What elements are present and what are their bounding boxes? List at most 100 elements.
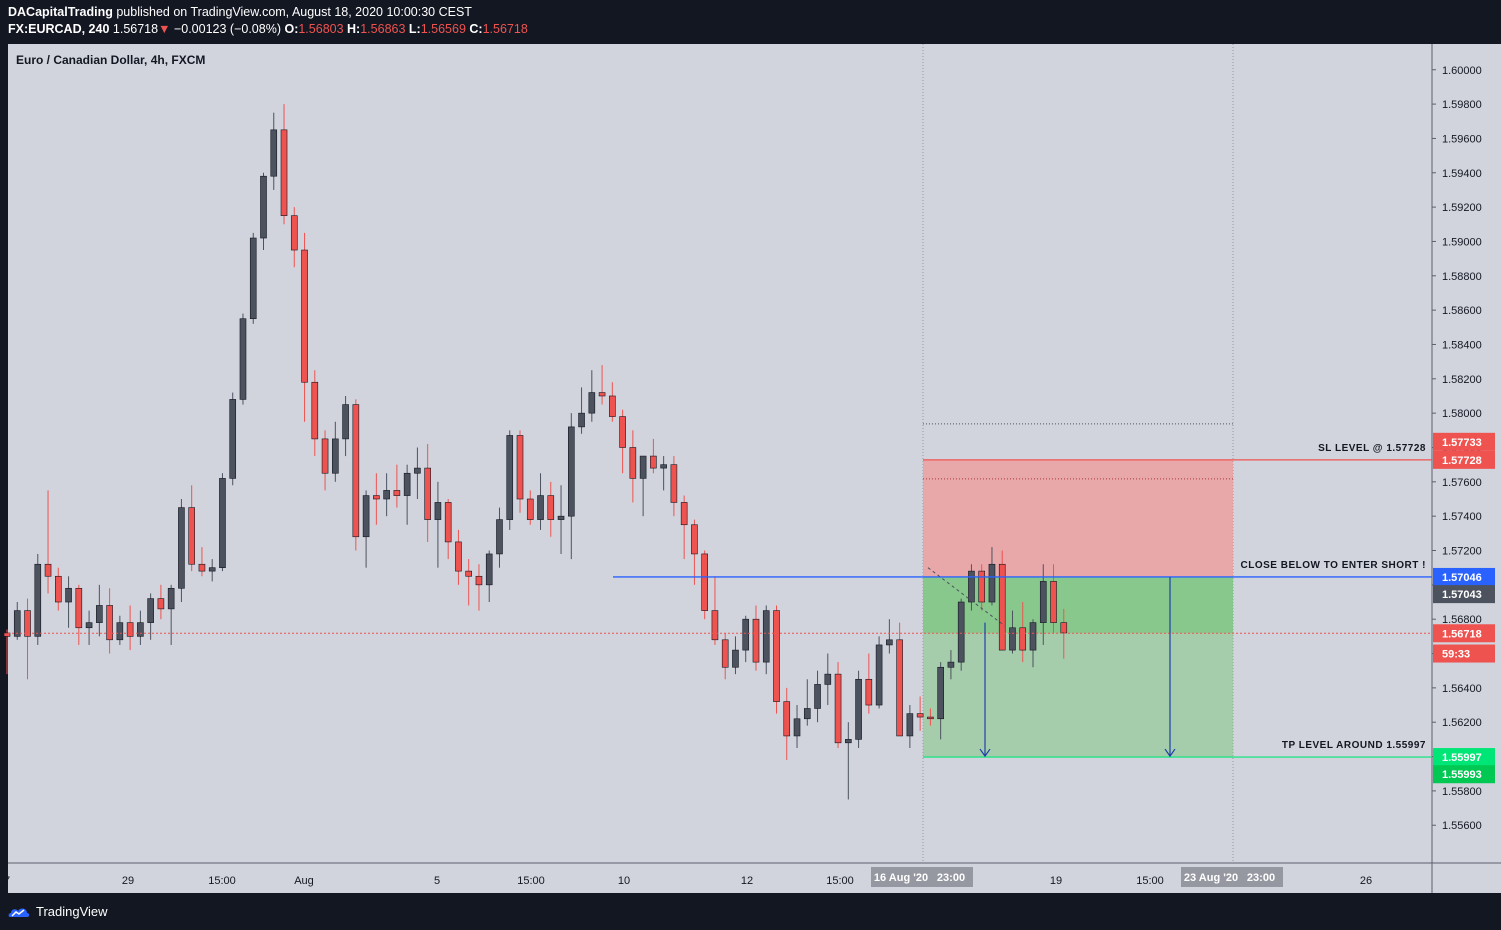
low-value: 1.56569 — [420, 22, 466, 36]
candlestick-chart[interactable]: Euro / Canadian Dollar, 4h, FXCM SL LEVE… — [0, 0, 1501, 893]
candle-body — [96, 605, 103, 623]
candle — [96, 584, 103, 637]
price-tag-box — [1433, 644, 1495, 663]
candle — [742, 615, 750, 663]
price-tick-label: 1.56200 — [1442, 717, 1482, 729]
candle-body — [126, 622, 134, 637]
time-tag-label: 23:00 — [1247, 872, 1275, 884]
candle — [588, 370, 596, 422]
candle-body — [619, 416, 626, 448]
candle — [557, 485, 565, 554]
candle — [680, 495, 688, 560]
candle-body — [270, 129, 278, 177]
candle — [373, 473, 380, 525]
footer-bar: TradingView — [0, 893, 1501, 930]
candle — [444, 499, 452, 560]
candle — [978, 564, 986, 611]
candle-body — [280, 129, 288, 216]
candle-body — [434, 502, 442, 520]
price-tick-label: 1.57600 — [1442, 477, 1482, 489]
candle — [896, 622, 903, 737]
candle-body — [3, 632, 11, 637]
candle-body — [639, 455, 647, 479]
candle — [280, 104, 288, 225]
candle-body — [24, 610, 31, 637]
candle-body — [660, 464, 667, 469]
take-profit-label: TP LEVEL AROUND 1.55997 — [1282, 740, 1426, 751]
price-tick-label: 1.59600 — [1442, 133, 1482, 145]
candle — [147, 593, 154, 640]
candle — [229, 392, 237, 486]
candle-body — [947, 661, 955, 668]
candle — [424, 444, 431, 542]
candle-body — [927, 716, 934, 720]
price-tag-label: 1.57733 — [1442, 437, 1482, 449]
candle — [783, 687, 791, 760]
candle-body — [803, 708, 811, 720]
candle — [65, 576, 72, 628]
stop-loss-label: SL LEVEL @ 1.57728 — [1318, 443, 1426, 454]
candle — [988, 547, 996, 606]
candle-body — [414, 467, 421, 474]
candle-body — [373, 495, 380, 500]
candle — [239, 313, 247, 405]
candle — [260, 172, 267, 251]
candle — [219, 473, 226, 572]
publisher-name[interactable]: DACapitalTrading — [8, 5, 113, 19]
last-price: 1.56718 — [112, 22, 159, 36]
candle-body — [219, 478, 226, 568]
candle-body — [629, 447, 637, 479]
time-tick-label: 15:00 — [1136, 875, 1164, 887]
down-triangle-icon: ▼ — [158, 22, 171, 36]
price-tag-box — [1433, 567, 1495, 586]
candle — [496, 507, 503, 568]
price-tag-label: 59:33 — [1442, 649, 1470, 661]
candle — [824, 653, 832, 706]
price-tick-label: 1.56800 — [1442, 614, 1482, 626]
candle-body — [701, 553, 708, 611]
candle — [321, 430, 329, 491]
candle-body — [680, 502, 688, 526]
candle — [485, 550, 493, 603]
candle — [434, 481, 442, 568]
candle — [352, 399, 360, 551]
candle — [301, 232, 308, 422]
candle-body — [937, 666, 944, 720]
candle-body — [13, 610, 21, 637]
candle — [188, 485, 195, 572]
candle-body — [547, 495, 555, 520]
candle-body — [773, 610, 780, 702]
open-value: 1.56803 — [298, 22, 344, 36]
candle — [865, 653, 873, 714]
candle — [455, 529, 462, 585]
candle-body — [855, 678, 862, 740]
candle — [937, 662, 944, 740]
candle — [34, 553, 42, 645]
candle — [609, 382, 616, 422]
candle-body — [496, 519, 503, 555]
price-tag-box — [1433, 432, 1495, 451]
candle-body — [742, 618, 750, 651]
time-tick-label: 19 — [1050, 875, 1062, 887]
candle — [516, 430, 524, 513]
candle-body — [783, 701, 791, 737]
candle-body — [249, 237, 257, 320]
candle-body — [260, 175, 267, 239]
tradingview-logo[interactable]: TradingView — [8, 904, 108, 919]
price-tag-label: 1.57043 — [1442, 589, 1482, 601]
candle-body — [526, 498, 534, 520]
time-tick-label: 15:00 — [517, 875, 545, 887]
candle — [875, 636, 883, 709]
candle-body — [1009, 627, 1016, 651]
candle-body — [968, 570, 975, 603]
price-tick-label: 1.55600 — [1442, 820, 1482, 832]
candle-body — [906, 713, 914, 737]
price-tag-label: 1.55997 — [1442, 752, 1482, 764]
candle — [752, 605, 760, 671]
time-tick-label: 15:00 — [208, 875, 236, 887]
candle-body — [465, 570, 473, 577]
candle-body — [762, 610, 770, 663]
time-tick-label: 10 — [618, 875, 630, 887]
candle — [208, 559, 216, 582]
candle-body — [208, 567, 216, 572]
